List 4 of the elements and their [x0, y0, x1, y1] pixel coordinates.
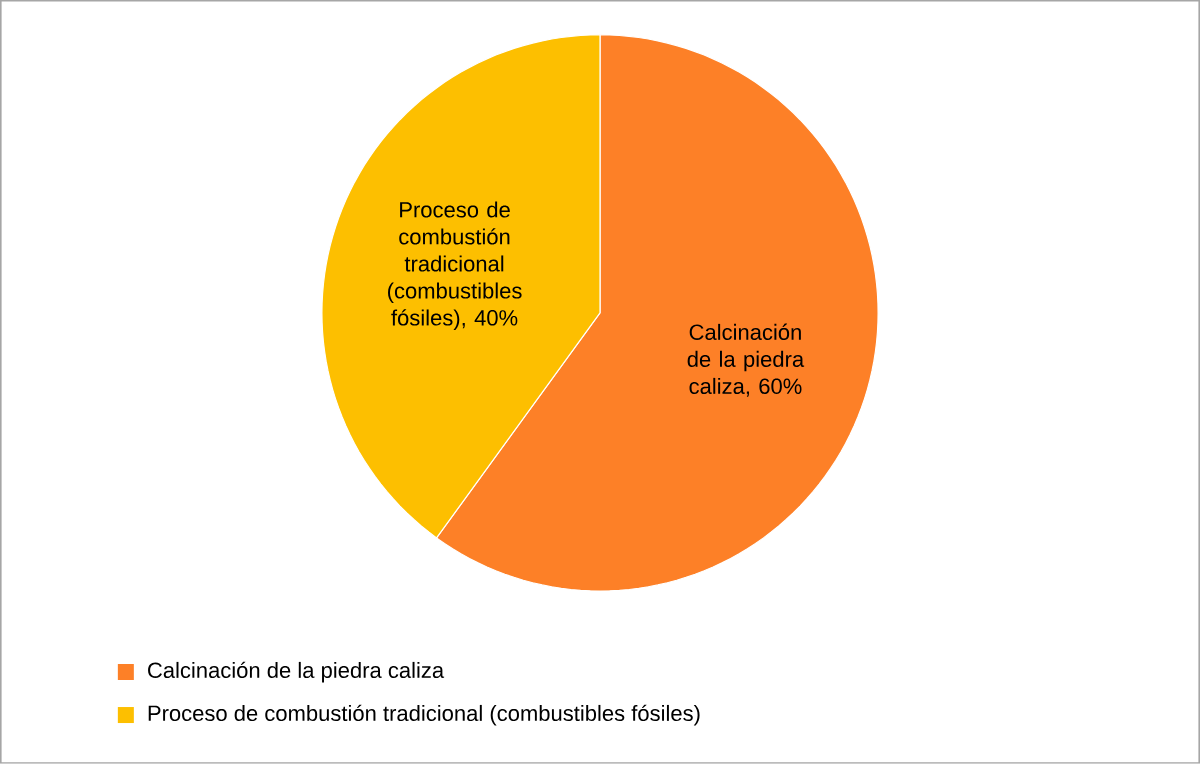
- legend-label: Calcinación de la piedra caliza: [148, 661, 445, 683]
- data-label: Calcinación de la piedra caliza, 60%: [687, 323, 805, 397]
- data-label: Proceso de combustión tradicional (combustibles fósiles), 40%: [388, 201, 522, 331]
- legend-label: Proceso de combustión tradicional (combustibles fósiles): [148, 704, 700, 726]
